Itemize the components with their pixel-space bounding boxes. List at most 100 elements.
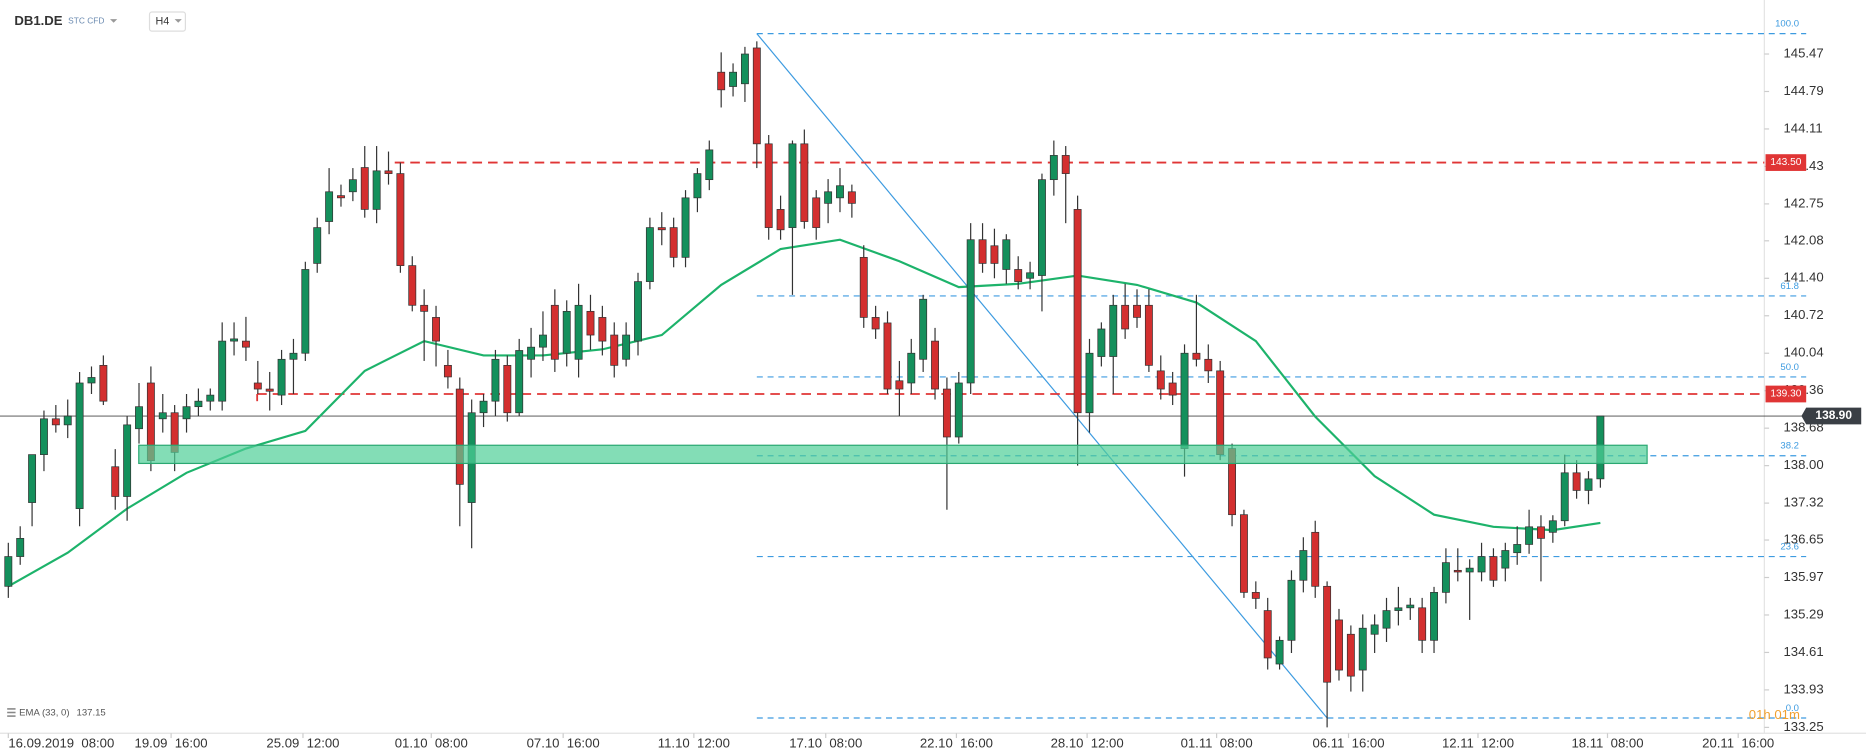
- fib-label: 61.8: [1780, 281, 1799, 292]
- candle-body: [1239, 514, 1248, 593]
- candle-body: [372, 170, 381, 210]
- candle-body: [1002, 239, 1011, 270]
- candle-body: [443, 364, 452, 378]
- candle-body: [990, 245, 999, 264]
- candle-body: [87, 377, 96, 384]
- candle-body: [717, 71, 726, 91]
- candle-body: [1133, 304, 1141, 318]
- candle-body: [289, 352, 298, 360]
- candle-body: [1275, 639, 1284, 665]
- candle-body: [1109, 304, 1118, 357]
- candle-body: [954, 382, 963, 438]
- candle-body: [705, 149, 714, 181]
- symbol[interactable]: DB1.DE: [14, 13, 62, 28]
- y-tick-label: 140.04: [1783, 345, 1823, 360]
- candle-body: [1073, 209, 1082, 414]
- indicator-icon[interactable]: [7, 708, 16, 717]
- interval[interactable]: H4: [156, 15, 170, 27]
- fib-label: 50.0: [1780, 362, 1799, 373]
- candle-body: [598, 317, 607, 342]
- candle-body: [135, 406, 143, 430]
- candle-body: [313, 227, 322, 264]
- y-tick-label: 144.11: [1783, 120, 1822, 135]
- candle-body: [812, 197, 821, 228]
- candle-body: [883, 322, 892, 390]
- candle-body: [206, 394, 215, 402]
- candle-body: [1537, 526, 1545, 539]
- x-tick-label: 01.11 08:00: [1181, 735, 1253, 750]
- last-price-badge: [1801, 407, 1862, 425]
- candle-body: [1513, 544, 1522, 554]
- candle-body: [1560, 472, 1569, 522]
- x-tick-label: 06.11 16:00: [1312, 735, 1384, 750]
- candle-body: [253, 382, 262, 390]
- candle-body: [574, 304, 583, 360]
- candle-body: [1026, 272, 1035, 279]
- candle-body: [1370, 624, 1379, 635]
- y-tick-label: 135.97: [1783, 569, 1823, 584]
- candle-body: [871, 317, 880, 330]
- candle-body: [800, 143, 809, 222]
- candle-body: [657, 227, 666, 231]
- candle-body: [1525, 526, 1534, 545]
- candle-body: [740, 53, 749, 85]
- candle-body: [1311, 531, 1320, 587]
- candle-body: [277, 358, 286, 396]
- dropdown-caret[interactable]: [110, 19, 118, 23]
- ema-label: EMA (33, 0): [19, 707, 69, 718]
- fib-label: 23.6: [1780, 542, 1799, 553]
- candle-body: [99, 364, 108, 402]
- candle-body: [1418, 607, 1427, 641]
- icon-bar: [7, 711, 16, 714]
- candle-body: [562, 310, 571, 354]
- candle-body: [1358, 627, 1367, 671]
- candle-body: [1014, 269, 1023, 282]
- candle-body: [539, 334, 547, 348]
- x-tick-label: 19.09 16:00: [135, 735, 208, 750]
- candle-body: [669, 227, 678, 258]
- candle-body: [63, 415, 72, 426]
- candle-body: [182, 406, 191, 420]
- candle-body: [859, 256, 868, 318]
- candle-body: [51, 418, 60, 426]
- x-tick-label: 07.10 16:00: [527, 735, 600, 750]
- level-label: 143.50: [1770, 157, 1801, 168]
- candle-body: [550, 304, 559, 360]
- candle-body: [16, 538, 25, 557]
- candle-body: [1323, 585, 1332, 683]
- candle-body: [1299, 550, 1308, 581]
- candle-body: [348, 179, 357, 193]
- candle-body: [1061, 155, 1070, 174]
- icon-bar: [7, 708, 16, 710]
- candle-body: [645, 227, 654, 282]
- candle-body: [1085, 352, 1094, 414]
- dropdown-caret[interactable]: [174, 19, 182, 23]
- candle-body: [895, 380, 904, 390]
- candle-body: [1251, 592, 1260, 599]
- level-badge: [1765, 385, 1807, 403]
- candle-body: [1097, 328, 1106, 357]
- candle-body: [1263, 610, 1272, 659]
- candle-body: [4, 556, 13, 587]
- candle-body: [978, 239, 987, 264]
- candle-body: [788, 143, 797, 228]
- y-tick-label: 141.40: [1783, 270, 1823, 285]
- candle-body: [396, 173, 405, 266]
- level-label: 139.30: [1770, 389, 1801, 400]
- candle-body: [1477, 556, 1486, 573]
- candle-body: [455, 388, 464, 485]
- candle-body: [776, 209, 785, 231]
- candle-body: [1121, 304, 1130, 330]
- candle-body: [931, 340, 939, 390]
- candle-body: [1548, 520, 1557, 533]
- interval-button[interactable]: [148, 11, 187, 32]
- candle-body: [1394, 607, 1403, 611]
- candle-body: [1441, 562, 1450, 593]
- candle-body: [919, 298, 928, 360]
- candle-body: [1465, 567, 1474, 573]
- candle-body: [218, 340, 227, 402]
- candle-body: [325, 191, 334, 222]
- candle-body: [123, 424, 132, 497]
- y-tick-label: 133.93: [1783, 681, 1823, 696]
